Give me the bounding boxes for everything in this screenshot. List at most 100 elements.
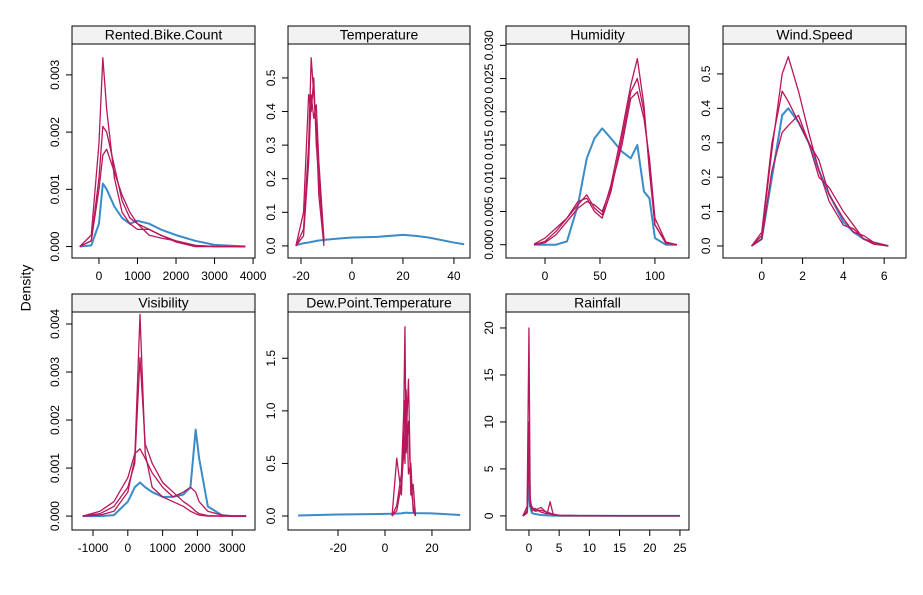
y-tick-label: 0.004 xyxy=(48,309,62,339)
y-tick-label: 0.010 xyxy=(482,163,496,193)
y-tick-label: 0.005 xyxy=(482,196,496,226)
y-tick-label: 0.020 xyxy=(482,96,496,126)
y-tick-label: 0 xyxy=(482,512,496,519)
panel-title: Wind.Speed xyxy=(776,27,852,43)
x-tick-label: 1000 xyxy=(124,269,151,283)
x-tick-label: 4 xyxy=(840,269,847,283)
y-tick-label: 0.003 xyxy=(48,357,62,387)
plot-area xyxy=(298,326,461,517)
y-tick-label: 0.4 xyxy=(264,103,278,120)
x-tick-label: 50 xyxy=(593,269,607,283)
x-tick-label: -20 xyxy=(292,269,310,283)
y-tick-label: 0.025 xyxy=(482,63,496,93)
y-tick-label: 0.001 xyxy=(48,174,62,204)
plot-frame xyxy=(71,43,256,259)
plot-area xyxy=(751,56,889,247)
plot-area xyxy=(82,313,247,518)
y-tick-label: 0.0 xyxy=(699,237,713,254)
x-tick-label: 0 xyxy=(758,269,765,283)
panel-title: Rented.Bike.Count xyxy=(105,27,223,43)
x-tick-label: 0 xyxy=(382,541,389,555)
plot-frame xyxy=(505,311,690,531)
y-tick-label: 5 xyxy=(482,465,496,472)
y-tick-label: 0.5 xyxy=(264,455,278,472)
y-tick-label: 0.5 xyxy=(264,69,278,86)
plot-area xyxy=(295,57,465,247)
x-tick-label: 20 xyxy=(643,541,657,555)
density-line xyxy=(751,114,889,247)
density-line xyxy=(391,378,417,517)
x-tick-label: -20 xyxy=(329,541,347,555)
plot-frame xyxy=(505,43,690,259)
x-tick-label: 0 xyxy=(526,541,533,555)
y-tick-label: 10 xyxy=(482,415,496,429)
y-tick-label: 1.5 xyxy=(264,350,278,367)
x-tick-label: 40 xyxy=(447,269,461,283)
y-tick-label: 0.015 xyxy=(482,130,496,160)
density-line xyxy=(533,91,678,246)
plot-frame xyxy=(722,43,907,259)
density-line xyxy=(751,90,889,247)
y-tick-label: 0.002 xyxy=(48,117,62,147)
plot-frame xyxy=(71,311,256,531)
y-tick-label: 0.001 xyxy=(48,453,62,483)
density-line xyxy=(295,94,325,247)
x-tick-label: 3000 xyxy=(201,269,228,283)
y-tick-label: 0.000 xyxy=(48,231,62,261)
x-tick-label: 25 xyxy=(673,541,687,555)
density-line xyxy=(295,77,325,247)
density-line xyxy=(295,233,465,247)
x-tick-label: 5 xyxy=(556,541,563,555)
density-line xyxy=(79,57,246,248)
y-tick-label: 0.002 xyxy=(48,405,62,435)
density-line xyxy=(82,428,247,518)
x-tick-label: 100 xyxy=(645,269,665,283)
x-tick-label: -1000 xyxy=(78,541,109,555)
y-tick-label: 0.000 xyxy=(48,501,62,531)
panel-title: Temperature xyxy=(340,27,419,43)
panel-title: Humidity xyxy=(570,27,624,43)
y-tick-label: 0.030 xyxy=(482,30,496,60)
x-tick-label: 15 xyxy=(613,541,627,555)
y-tick-label: 0.3 xyxy=(699,134,713,151)
density-line xyxy=(82,448,247,517)
density-line xyxy=(534,127,677,246)
y-tick-label: 1.0 xyxy=(264,402,278,419)
y-tick-label: 0.0 xyxy=(264,507,278,524)
x-tick-label: 3000 xyxy=(219,541,246,555)
x-tick-label: 1000 xyxy=(149,541,176,555)
density-line xyxy=(79,148,246,248)
x-tick-label: 20 xyxy=(425,541,439,555)
plot-area xyxy=(79,57,246,248)
y-axis-label: Density xyxy=(18,265,34,312)
y-tick-label: 0.2 xyxy=(699,168,713,185)
plot-frame xyxy=(287,311,471,531)
y-tick-label: 0.2 xyxy=(264,170,278,187)
y-tick-label: 0.0 xyxy=(264,237,278,254)
x-tick-label: 2000 xyxy=(184,541,211,555)
density-line xyxy=(82,356,247,517)
panel-title: Visibility xyxy=(138,295,188,311)
x-tick-label: 0 xyxy=(349,269,356,283)
y-tick-label: 0.000 xyxy=(482,229,496,259)
x-tick-label: 10 xyxy=(583,541,597,555)
y-tick-label: 0.3 xyxy=(264,136,278,153)
y-tick-label: 0.4 xyxy=(699,100,713,117)
y-tick-label: 15 xyxy=(482,368,496,382)
y-tick-label: 20 xyxy=(482,321,496,335)
x-tick-label: 0 xyxy=(542,269,549,283)
panel-title: Rainfall xyxy=(574,295,621,311)
y-tick-label: 0.1 xyxy=(699,203,713,220)
y-tick-label: 0.5 xyxy=(699,65,713,82)
panel-title: Dew.Point.Temperature xyxy=(306,295,452,311)
x-tick-label: 6 xyxy=(881,269,888,283)
x-tick-label: 4000 xyxy=(240,269,267,283)
x-tick-label: 20 xyxy=(396,269,410,283)
x-tick-label: 0 xyxy=(96,269,103,283)
x-tick-label: 2000 xyxy=(163,269,190,283)
x-tick-label: 0 xyxy=(124,541,131,555)
y-tick-label: 0.003 xyxy=(48,60,62,90)
density-line xyxy=(522,458,680,517)
plot-area xyxy=(522,327,680,517)
